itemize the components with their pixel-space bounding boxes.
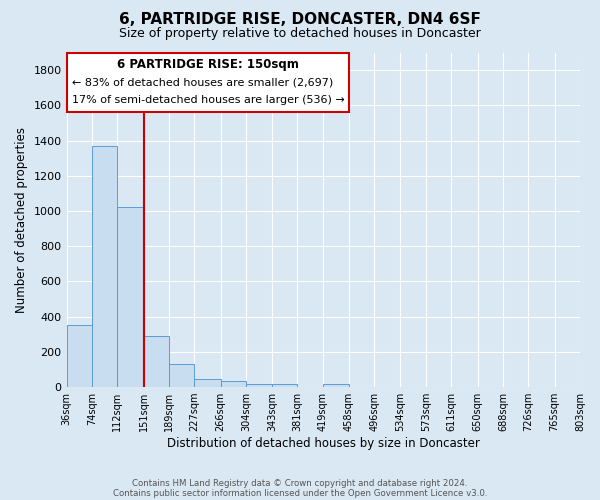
Text: 6 PARTRIDGE RISE: 150sqm: 6 PARTRIDGE RISE: 150sqm	[117, 58, 299, 71]
Text: ← 83% of detached houses are smaller (2,697): ← 83% of detached houses are smaller (2,…	[71, 78, 333, 88]
Bar	[143, 336, 169, 387]
Text: 6, PARTRIDGE RISE, DONCASTER, DN4 6SF: 6, PARTRIDGE RISE, DONCASTER, DN4 6SF	[119, 12, 481, 28]
FancyBboxPatch shape	[67, 52, 349, 112]
Bar	[67, 324, 92, 387]
Y-axis label: Number of detached properties: Number of detached properties	[15, 127, 28, 313]
Text: Contains public sector information licensed under the Open Government Licence v3: Contains public sector information licen…	[113, 488, 487, 498]
Text: 17% of semi-detached houses are larger (536) →: 17% of semi-detached houses are larger (…	[71, 96, 344, 106]
X-axis label: Distribution of detached houses by size in Doncaster: Distribution of detached houses by size …	[167, 437, 480, 450]
Bar	[169, 364, 194, 387]
Bar	[92, 146, 118, 387]
Bar	[272, 384, 298, 387]
Bar	[323, 384, 349, 387]
Text: Size of property relative to detached houses in Doncaster: Size of property relative to detached ho…	[119, 28, 481, 40]
Bar	[118, 208, 143, 387]
Text: Contains HM Land Registry data © Crown copyright and database right 2024.: Contains HM Land Registry data © Crown c…	[132, 478, 468, 488]
Bar	[194, 379, 221, 387]
Bar	[221, 381, 246, 387]
Bar	[246, 384, 272, 387]
